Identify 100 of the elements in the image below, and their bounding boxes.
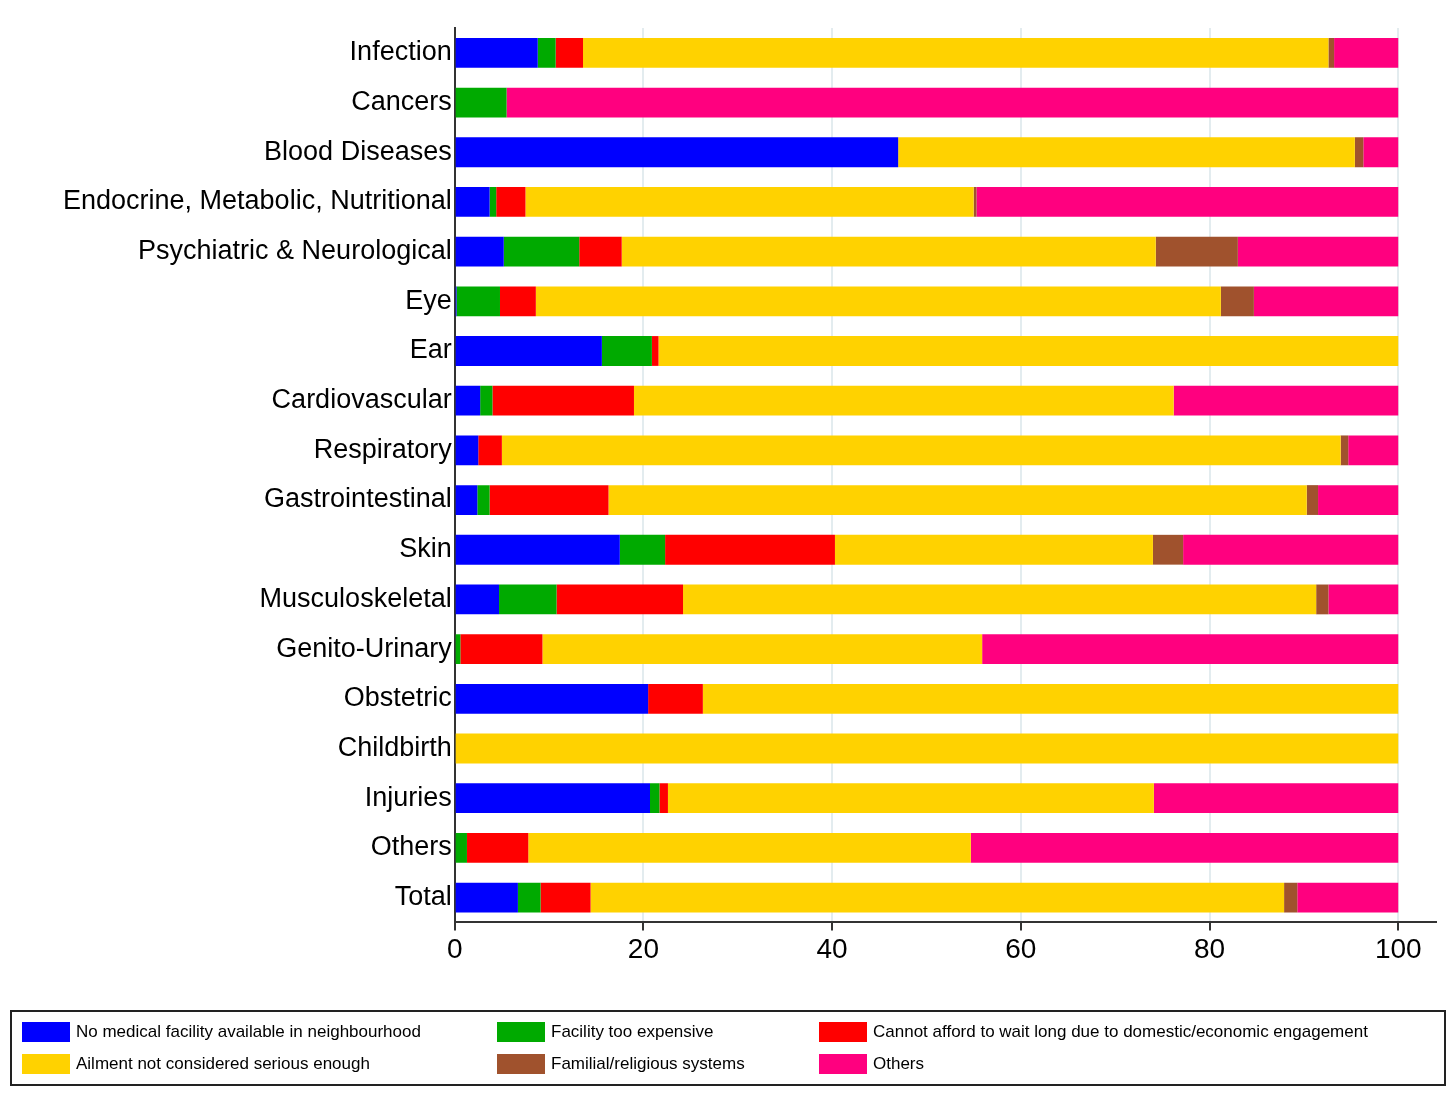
legend-label: Others <box>873 1054 925 1074</box>
bar <box>455 187 490 217</box>
bar <box>590 882 1285 913</box>
bar <box>648 683 703 714</box>
x-tick-label: 80 <box>1193 932 1226 964</box>
bar <box>1318 485 1399 515</box>
bar <box>1237 236 1399 267</box>
bar <box>658 336 1399 366</box>
bar <box>1183 534 1399 565</box>
bar <box>455 882 518 913</box>
y-tick-label: Musculoskeletal <box>259 582 452 613</box>
bar <box>608 485 1307 515</box>
bar <box>503 236 580 267</box>
bar <box>492 385 634 416</box>
bar <box>496 187 526 217</box>
y-tick-label: Childbirth <box>337 731 452 762</box>
bar <box>455 435 479 466</box>
y-tick-label: Infection <box>349 36 452 67</box>
bar <box>621 236 1156 267</box>
bar <box>1284 882 1298 913</box>
bar <box>455 534 620 565</box>
bar <box>455 137 899 168</box>
bar <box>455 584 500 615</box>
bar <box>1173 385 1399 416</box>
legend-label: No medical facility available in neighbourhood <box>76 1022 421 1042</box>
y-tick-label: Genito-Urinary <box>276 632 453 663</box>
bar <box>1363 137 1399 168</box>
bar <box>667 783 1154 814</box>
bar <box>702 683 1399 714</box>
bar <box>650 783 660 814</box>
y-tick-label: Respiratory <box>313 433 453 464</box>
bar <box>651 336 659 366</box>
y-tick-label: Eye <box>405 284 452 315</box>
bar <box>834 534 1153 565</box>
y-tick-label: Total <box>394 881 452 912</box>
y-tick-label: Injuries <box>364 781 452 812</box>
bar <box>455 832 467 863</box>
bar <box>1340 435 1349 466</box>
bar <box>460 634 543 665</box>
bar <box>579 236 622 267</box>
bar <box>455 733 1399 764</box>
bar <box>455 336 602 366</box>
bar <box>659 783 668 814</box>
bar <box>1153 783 1399 814</box>
bar <box>1328 37 1335 68</box>
bar <box>1306 485 1319 515</box>
bar <box>1328 584 1399 615</box>
bar <box>455 37 538 68</box>
bar <box>1348 435 1399 466</box>
bar <box>525 187 974 217</box>
bar <box>540 882 591 913</box>
x-tick-label: 60 <box>1005 932 1037 964</box>
bar <box>456 286 500 317</box>
y-tick-label: Obstetric <box>343 682 452 713</box>
bar <box>489 485 609 515</box>
bar <box>683 584 1317 615</box>
y-tick-label: Gastrointestinal <box>264 483 452 514</box>
y-tick-label: Ear <box>409 334 452 365</box>
y-tick-label: Blood Diseases <box>264 135 452 166</box>
bar <box>466 832 529 863</box>
x-tick-label: 20 <box>627 932 659 964</box>
bar <box>898 137 1355 168</box>
bar <box>1253 286 1399 317</box>
bar <box>1316 584 1329 615</box>
y-tick-label: Cancers <box>351 85 452 116</box>
y-tick-label: Others <box>370 831 452 862</box>
bar <box>556 584 684 615</box>
bar <box>1155 236 1238 267</box>
legend-label: Familial/religious systems <box>551 1054 745 1074</box>
bar <box>489 187 497 217</box>
bar <box>499 584 557 615</box>
bar <box>528 832 971 863</box>
bar <box>555 37 584 68</box>
bar <box>601 336 652 366</box>
x-tick-label: 100 <box>1374 932 1422 964</box>
bar <box>665 534 835 565</box>
bar <box>501 435 1341 466</box>
bar <box>976 187 1399 217</box>
y-tick-label: Cardiovascular <box>271 384 452 415</box>
legend-label: Ailment not considered serious enough <box>76 1054 370 1074</box>
bar <box>455 485 478 515</box>
bar <box>480 385 493 416</box>
legend-label: Facility too expensive <box>551 1022 714 1042</box>
y-tick-label: Endocrine, Metabolic, Nutritional <box>62 185 452 216</box>
bar <box>517 882 541 913</box>
legend-label: Cannot afford to wait long due to domestic/economic engagement <box>873 1022 1368 1042</box>
bar <box>535 286 1221 317</box>
bar <box>982 634 1399 665</box>
bar <box>477 485 490 515</box>
bar <box>499 286 536 317</box>
bar <box>1220 286 1254 317</box>
bar <box>455 385 481 416</box>
bar <box>542 634 983 665</box>
y-tick-label: Skin <box>399 533 452 564</box>
bar <box>455 236 504 267</box>
x-tick-label: 40 <box>816 932 848 964</box>
bar <box>619 534 666 565</box>
bar <box>1334 37 1399 68</box>
x-tick-label: 0 <box>446 932 463 964</box>
bar <box>970 832 1399 863</box>
